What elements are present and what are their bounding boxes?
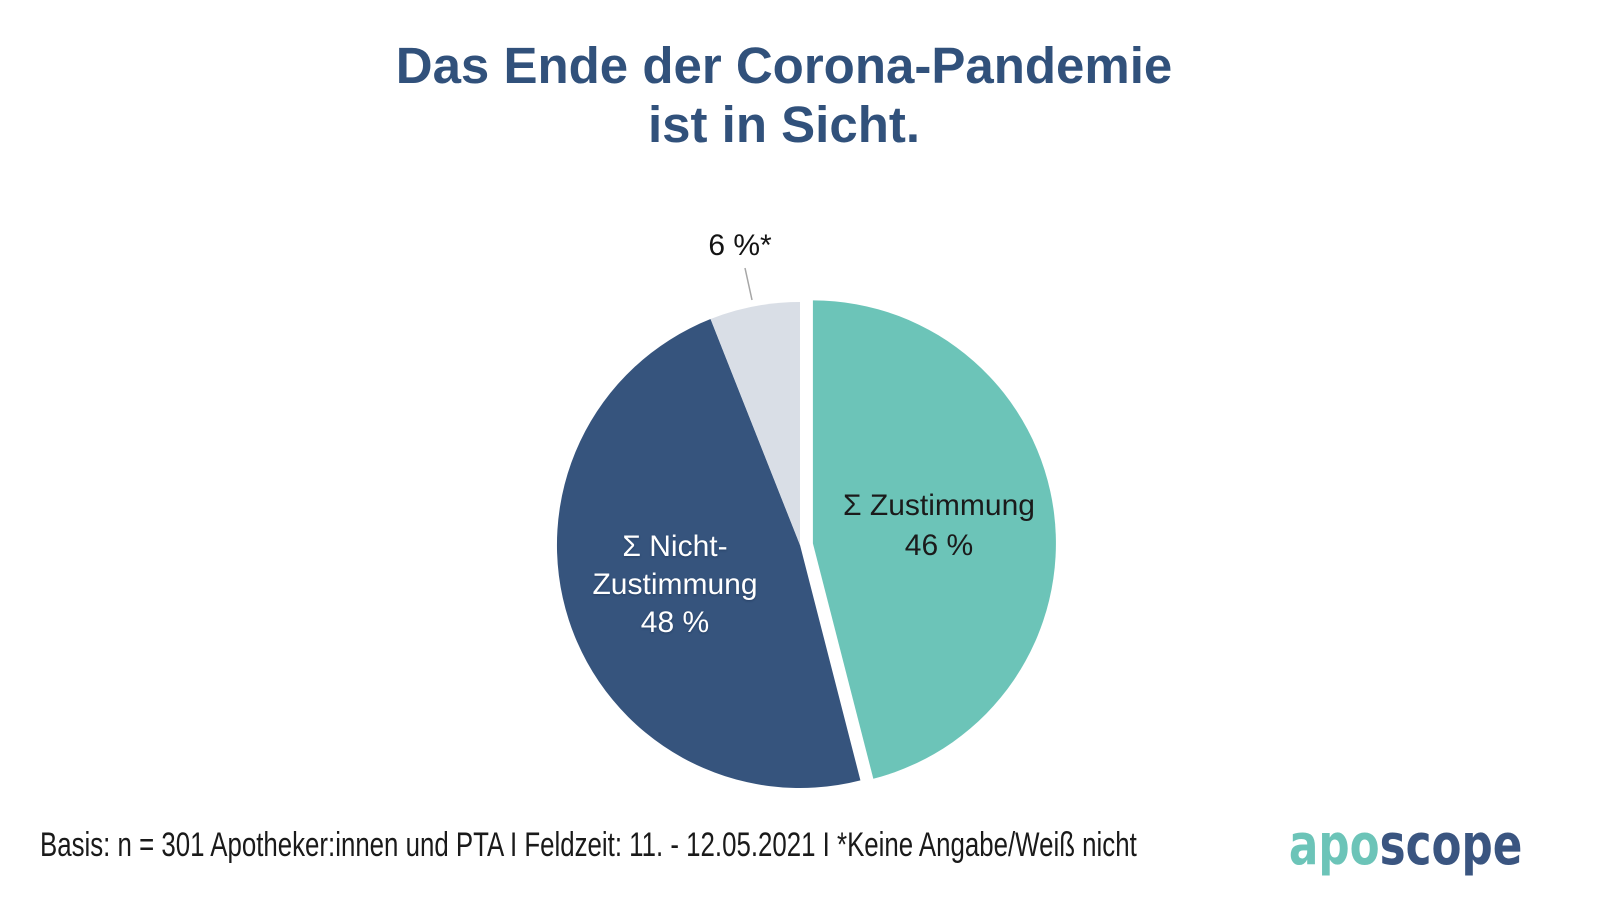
page-title-line-2: ist in Sicht.: [647, 96, 921, 153]
pie-slices: [556, 300, 1056, 789]
label-nicht-zustimmung-value: 48 %: [640, 606, 710, 639]
pie-slice-zustimmung: [812, 300, 1056, 779]
label-nicht-zustimmung-line1: Σ Nicht-: [622, 530, 728, 563]
label-nicht-zustimmung: Σ Nicht- Zustimmung 48 %: [565, 528, 785, 642]
pie-slice-nicht-zustimmung: [556, 319, 861, 789]
logo-text-scope: scope: [1379, 813, 1522, 878]
label-zustimmung-value: 46 %: [904, 529, 974, 562]
pie-chart: [556, 267, 1056, 789]
label-keine-angabe-callout: 6 %*: [708, 229, 772, 262]
label-zustimmung-name: Σ Zustimmung: [843, 489, 1035, 522]
page-title: Das Ende der Corona-Pandemie ist in Sich…: [0, 36, 1600, 154]
pie-slice-keine-angabe: [710, 302, 800, 545]
logo-text-apo: apo: [1288, 813, 1380, 878]
source-note: Basis: n = 301 Apotheker:innen und PTA I…: [40, 826, 1137, 864]
aposcope-logo: aposcope: [1288, 816, 1522, 876]
label-zustimmung: Σ Zustimmung 46 %: [839, 486, 1039, 566]
callout-leader-line: [744, 267, 753, 301]
page-title-line-1: Das Ende der Corona-Pandemie: [395, 37, 1173, 94]
label-nicht-zustimmung-line2: Zustimmung: [592, 568, 758, 601]
